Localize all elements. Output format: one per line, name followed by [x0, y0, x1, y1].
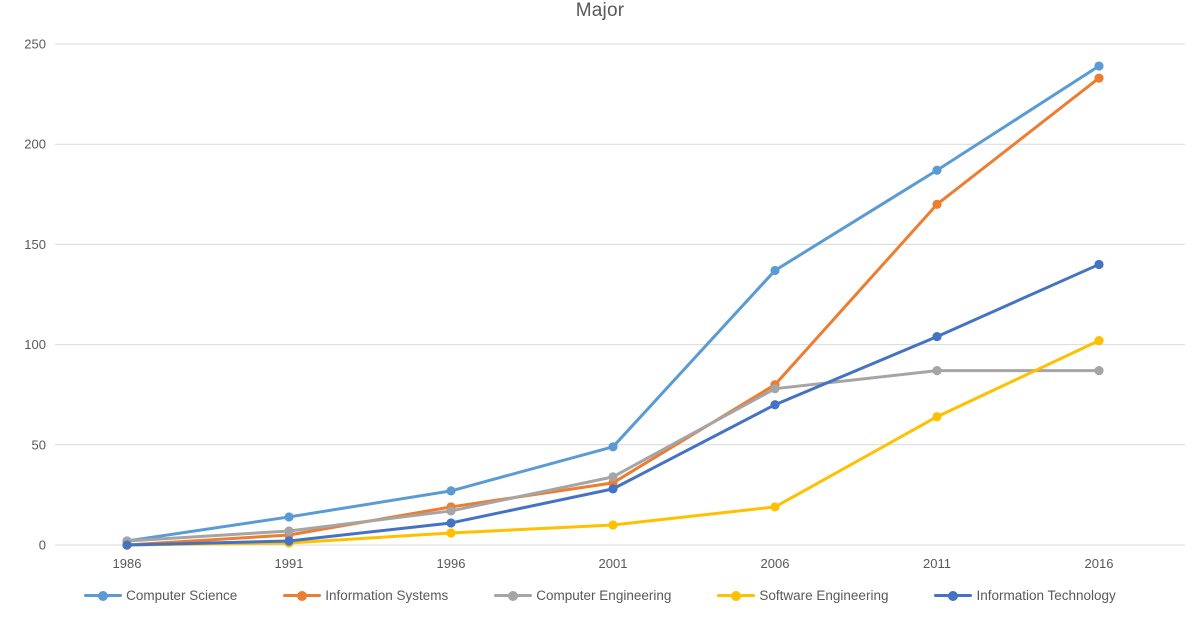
x-axis-tick-label: 2016 — [1085, 556, 1114, 571]
legend-label: Computer Engineering — [536, 588, 672, 603]
legend-label: Computer Science — [126, 588, 238, 603]
x-axis-tick-label: 1991 — [275, 556, 304, 571]
legend-series-marker-icon — [494, 590, 533, 601]
x-axis-tick-label: 2001 — [599, 556, 628, 571]
x-axis-tick-label: 1996 — [437, 556, 466, 571]
data-point[interactable] — [446, 506, 456, 516]
legend-label: Information Systems — [325, 588, 449, 603]
x-axis-tick-label: 2006 — [761, 556, 790, 571]
legend-item[interactable]: Software Engineering — [717, 588, 888, 603]
data-point[interactable] — [1094, 73, 1104, 83]
series-line[interactable] — [125, 369, 1101, 543]
data-point[interactable] — [122, 540, 132, 550]
y-axis-tick-label: 50 — [32, 437, 46, 452]
data-point[interactable] — [932, 331, 942, 342]
legend-item[interactable]: Information Systems — [283, 588, 448, 603]
legend-series-marker-icon — [283, 590, 322, 601]
data-point[interactable] — [932, 199, 942, 209]
series-line[interactable] — [125, 64, 1101, 543]
data-point[interactable] — [1094, 366, 1104, 376]
legend-item[interactable]: Computer Science — [84, 588, 237, 603]
data-point[interactable] — [770, 400, 780, 410]
chart-legend: Computer Science Information Systems Compu… — [0, 588, 1200, 603]
legend-item[interactable]: Computer Engineering — [494, 588, 671, 603]
legend-label: Software Engineering — [759, 588, 889, 603]
data-point[interactable] — [446, 518, 456, 528]
data-point[interactable] — [770, 502, 780, 512]
data-point[interactable] — [1094, 259, 1104, 270]
data-point[interactable] — [608, 472, 618, 482]
y-axis-tick-label: 0 — [39, 538, 46, 553]
data-point[interactable] — [608, 442, 618, 452]
y-axis-tick-label: 250 — [24, 37, 46, 52]
data-point[interactable] — [608, 520, 618, 530]
legend-series-marker-icon — [84, 590, 123, 601]
data-point[interactable] — [932, 366, 942, 376]
data-point[interactable] — [284, 526, 294, 536]
data-point[interactable] — [284, 512, 294, 522]
data-point[interactable] — [932, 412, 942, 422]
data-point[interactable] — [1094, 335, 1104, 346]
data-point[interactable] — [608, 484, 618, 494]
data-point[interactable] — [770, 384, 780, 394]
y-axis-tick-label: 150 — [24, 237, 46, 252]
data-point[interactable] — [932, 165, 942, 175]
data-point[interactable] — [446, 486, 456, 496]
data-point[interactable] — [770, 265, 780, 276]
legend-series-marker-icon — [934, 590, 973, 601]
y-axis-tick-label: 200 — [24, 137, 46, 152]
data-point[interactable] — [1094, 61, 1104, 71]
series-line[interactable] — [125, 262, 1101, 547]
x-axis-tick-label: 1986 — [113, 556, 142, 571]
plot-area: 0 50 100 150 200 250 1986 1991 1996 2001 2006 2011 2… — [24, 37, 1185, 571]
x-axis-tick-label: 2011 — [923, 556, 951, 571]
data-point[interactable] — [446, 528, 456, 538]
chart-title: Major — [575, 0, 625, 21]
data-point[interactable] — [284, 536, 294, 546]
legend-item[interactable]: Information Technology — [934, 588, 1116, 603]
legend-series-marker-icon — [717, 590, 756, 601]
y-axis-tick-label: 100 — [24, 337, 46, 352]
legend-label: Information Technology — [976, 588, 1116, 603]
